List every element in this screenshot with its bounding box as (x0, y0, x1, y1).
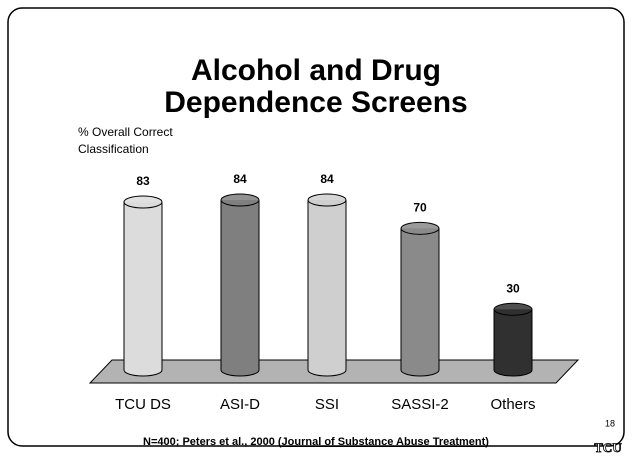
logo: TCU (594, 440, 622, 455)
bar (124, 202, 162, 370)
bar (308, 200, 346, 370)
data-label: 83 (136, 174, 150, 188)
chart-title: Alcohol and Drug (191, 54, 441, 87)
x-tick-label: SSI (315, 396, 339, 413)
page-number: 18 (605, 418, 615, 428)
bar-top (123, 195, 163, 209)
data-label: 84 (320, 172, 334, 186)
bar-top (220, 193, 260, 207)
x-tick-label: TCU DS (115, 396, 171, 413)
bar (401, 228, 439, 370)
data-label: 84 (233, 172, 247, 186)
footnote-text: N=400; Peters et al., 2000 ( (143, 436, 282, 448)
bar (221, 200, 259, 370)
y-axis-label: % Overall Correct Classification (78, 125, 173, 156)
x-tick-label: ASI-D (220, 396, 260, 413)
footnote-text: ) (485, 436, 489, 448)
footnote: N=400; Peters et al., 2000 (Journal of S… (0, 436, 632, 448)
footnote-source: Journal of Substance Abuse Treatment (281, 436, 486, 448)
chart-title: Dependence Screens (164, 86, 467, 119)
bar-top (307, 193, 347, 207)
x-tick-label: Others (490, 396, 535, 413)
bar-top (493, 302, 533, 316)
bar (494, 309, 532, 370)
bar-top (400, 221, 440, 235)
x-tick-label: SASSI-2 (391, 396, 449, 413)
data-label: 30 (506, 281, 520, 295)
data-label: 70 (413, 201, 427, 215)
